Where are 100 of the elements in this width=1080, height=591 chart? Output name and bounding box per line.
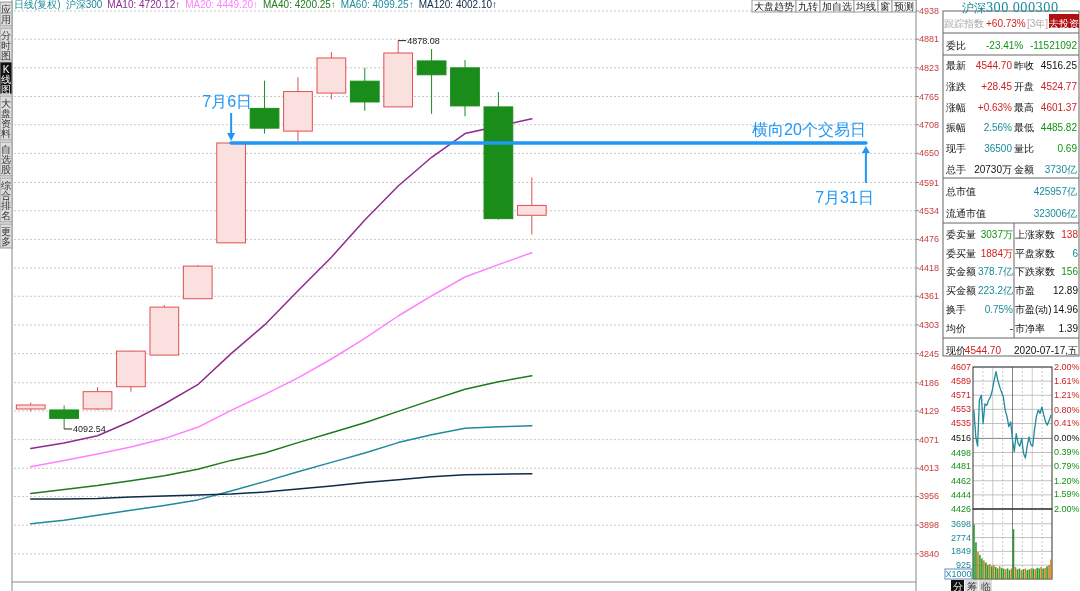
text: 卖金额 [946,266,976,277]
y2-tick-label: 0.79% [1054,461,1080,472]
text: 4092.54 [73,423,106,434]
y-tick-label: 4129 [919,405,940,416]
text: 323006亿 [1033,208,1077,219]
y-tick-label: 4591 [919,177,940,188]
text: 上涨家数 [1015,229,1055,240]
text: - [1009,323,1013,334]
y-tick-label: 4071 [919,434,940,445]
text: +0.63% [977,102,1013,113]
y-tick-label: 4823 [919,62,940,73]
text: MA10: 4720.12↑ [107,0,181,10]
text: +28.45 [981,81,1013,92]
y-tick-label: 4476 [919,234,940,245]
chart-title: 日线(复权) [14,0,61,10]
text: 市净率 [1015,323,1045,334]
text: 4544.70 [975,60,1013,71]
annotation: 7月31日 [815,188,874,206]
y-tick-label: 3956 [919,491,940,502]
text: 2.56% [983,122,1013,133]
annotation: 横向20个交易日 [752,120,866,138]
text: 委比 [946,40,966,51]
y-axis-title: X1000 [945,569,972,579]
y-tick-label: 4553 [950,404,971,415]
text: 振幅 [946,122,966,133]
y-tick-label: 4481 [950,460,971,471]
text: 4524.77 [1040,81,1078,92]
y-tick-label: 3898 [919,520,940,531]
text: 156 [1061,266,1079,277]
y2-tick-label: 1.21% [1054,390,1080,401]
y-tick-label: 2774 [950,532,971,543]
y-tick-label: 4607 [950,362,971,372]
y2-tick-label: 2.00% [1054,504,1080,514]
text: 量比 [1014,143,1034,154]
text: 6 [1072,248,1079,259]
text: -23.41% [986,40,1024,51]
text: 36500 [984,143,1013,154]
text: 3730亿 [1044,164,1077,175]
text: 0.69 [1057,143,1078,154]
y-tick-label: 4418 [919,263,940,274]
text: 425957亿 [1033,186,1077,197]
y-tick-label: 4589 [950,376,971,387]
text: 0.75% [984,304,1014,315]
y-tick-label: 4303 [919,319,940,330]
y-tick-label: 4498 [950,447,971,458]
text: 4544.70 [964,345,1002,356]
text: 20730万 [974,164,1012,175]
text: MA20: 4449.20↑ [185,0,259,10]
text: 最新 [946,60,966,71]
y2-tick-label: 0.00% [1054,433,1080,443]
y2-tick-label: 0.41% [1054,418,1080,429]
text: 14.96 [1052,304,1079,315]
text: 223.2亿 [977,285,1013,296]
text: -11521092 [1029,40,1078,51]
y-tick-label: 1849 [950,546,971,557]
annotation: 7月6日 [202,92,253,110]
y2-tick-label: 0.39% [1054,446,1080,457]
text: 平盘家数 [1015,248,1055,259]
text: 1884万 [980,248,1013,259]
text: 1.39 [1058,323,1079,334]
y-tick-label: 4462 [950,475,971,486]
text: 总市值 [945,186,976,197]
text: 378.7亿 [977,266,1013,277]
text: 最低 [1014,122,1034,133]
y-tick-label: 4516 [950,433,971,444]
text: 市盈 [1015,285,1035,296]
text: [3年] [1027,18,1049,29]
y-tick-label: 4444 [950,489,971,500]
y2-tick-label: 0.80% [1054,404,1080,415]
y-tick-label: 4186 [919,377,940,388]
text: 金额 [1014,164,1034,175]
text: 跟踪指数 [944,18,984,29]
text: 去投资 [1049,18,1079,29]
y-tick-label: 4650 [919,148,940,159]
y-tick-label: 3840 [919,548,940,559]
text: 4601.37 [1040,102,1078,113]
y-tick-label: 4534 [919,205,940,216]
text: 委卖量 [946,229,976,240]
text: 2020-07-17,五 [1014,345,1078,356]
text: 现价 [946,345,966,356]
text: 12.89 [1052,285,1079,296]
y2-tick-label: 1.59% [1054,489,1080,500]
text: 4516.25 [1040,60,1078,71]
text: 市盈(动) [1015,304,1052,315]
y-tick-label: 925 [955,560,971,571]
y2-tick-label: 2.00% [1054,362,1080,372]
y-tick-label: 4881 [919,34,940,45]
chart-subtitle: 沪深300 [65,0,103,10]
text: 现手 [946,143,966,154]
y-tick-label: 4426 [950,504,971,514]
text: 涨跌 [946,81,966,92]
y-tick-label: 4535 [950,418,971,429]
text: 涨幅 [946,102,966,113]
text: 4878.08 [407,35,440,46]
text: MA120: 4002.10↑ [418,0,498,10]
text: 均价 [945,323,966,334]
y-tick-label: 4708 [919,119,940,130]
text: 最高 [1014,102,1034,113]
text: 总手 [945,164,966,175]
y-tick-label: 4361 [919,291,940,302]
